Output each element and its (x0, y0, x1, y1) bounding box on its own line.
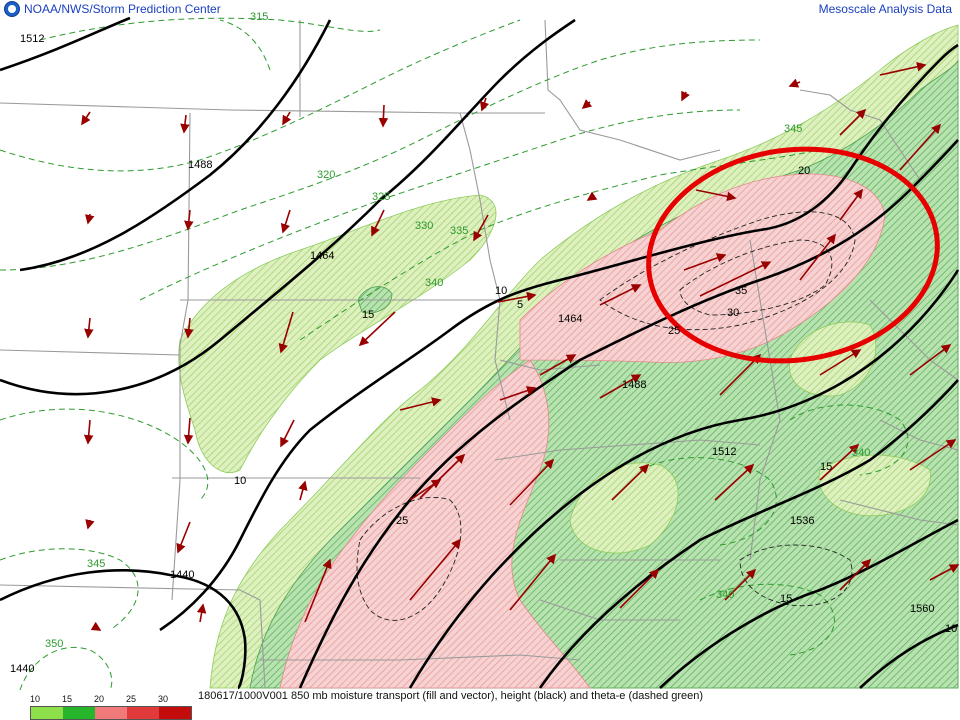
transport-label: 15 (820, 461, 832, 473)
legend-label: 30 (158, 694, 169, 704)
height-label: 1512 (20, 33, 44, 45)
transport-label: 20 (798, 165, 810, 177)
legend-label: 20 (94, 694, 105, 704)
theta-e-label: 340 (425, 277, 443, 289)
transport-label-group: 15 10 10 5 20 25 30 35 25 15 15 10 (234, 165, 957, 635)
map-caption: 180617/1000V001 850 mb moisture transpor… (198, 690, 704, 702)
height-contours (0, 16, 960, 690)
fill-region-light-west (178, 194, 497, 473)
transport-label: 10 (495, 285, 507, 297)
legend-swatch (95, 707, 127, 719)
fill-pocket-3 (818, 454, 931, 517)
legend-label: 15 (62, 694, 73, 704)
theta-e-contours (0, 17, 909, 691)
transport-label: 5 (517, 299, 523, 311)
height-label: 1488 (188, 159, 212, 171)
moisture-vectors (81, 62, 960, 631)
height-label: 1464 (558, 313, 582, 325)
transport-label: 35 (735, 285, 747, 297)
theta-e-label: 325 (372, 191, 390, 203)
legend-label: 10 (30, 694, 41, 704)
transport-label: 15 (780, 593, 792, 605)
theta-e-label: 330 (415, 220, 433, 232)
theta-e-label-group: 315 320 325 330 335 340 345 345 340 340 … (45, 11, 870, 650)
political-borders (0, 19, 959, 689)
header-agency: NOAA/NWS/Storm Prediction Center (4, 1, 221, 17)
transport-label: 10 (945, 623, 957, 635)
legend-labels: 10 15 20 25 30 (30, 694, 192, 704)
moisture-transport-contours (356, 211, 856, 621)
transport-label: 25 (668, 325, 680, 337)
legend-swatch (127, 707, 159, 719)
theta-e-label: 345 (87, 558, 105, 570)
theta-e-label: 340 (852, 447, 870, 459)
highlight-circle (646, 146, 940, 364)
height-label: 1536 (790, 515, 814, 527)
legend-color-bar (30, 706, 192, 720)
theta-e-label: 320 (317, 169, 335, 181)
theta-e-label: 335 (450, 225, 468, 237)
height-label: 1440 (10, 663, 34, 675)
height-label-group: 1512 1488 1464 1464 1488 1512 1536 1560 … (10, 33, 934, 675)
theta-e-label: 340 (716, 589, 734, 601)
transport-label: 30 (727, 307, 739, 319)
legend-label: 25 (126, 694, 137, 704)
height-label: 1488 (622, 379, 646, 391)
transport-label: 10 (234, 475, 246, 487)
transport-label: 15 (362, 309, 374, 321)
theta-e-label: 345 (784, 123, 802, 135)
legend-swatch (159, 707, 191, 719)
theta-e-label: 315 (250, 11, 268, 23)
theta-e-label: 350 (45, 638, 63, 650)
height-label: 1440 (170, 569, 194, 581)
legend-swatch (31, 707, 63, 719)
fill-pocket-1 (569, 462, 679, 554)
agency-title: NOAA/NWS/Storm Prediction Center (24, 2, 221, 16)
noaa-logo-icon (4, 1, 20, 17)
legend-swatch (63, 707, 95, 719)
transport-label: 25 (396, 515, 408, 527)
product-title: Mesoscale Analysis Data (818, 2, 952, 16)
height-label: 1560 (910, 603, 934, 615)
height-label: 1464 (310, 250, 334, 262)
color-legend: 10 15 20 25 30 (30, 694, 192, 720)
height-label: 1512 (712, 446, 736, 458)
